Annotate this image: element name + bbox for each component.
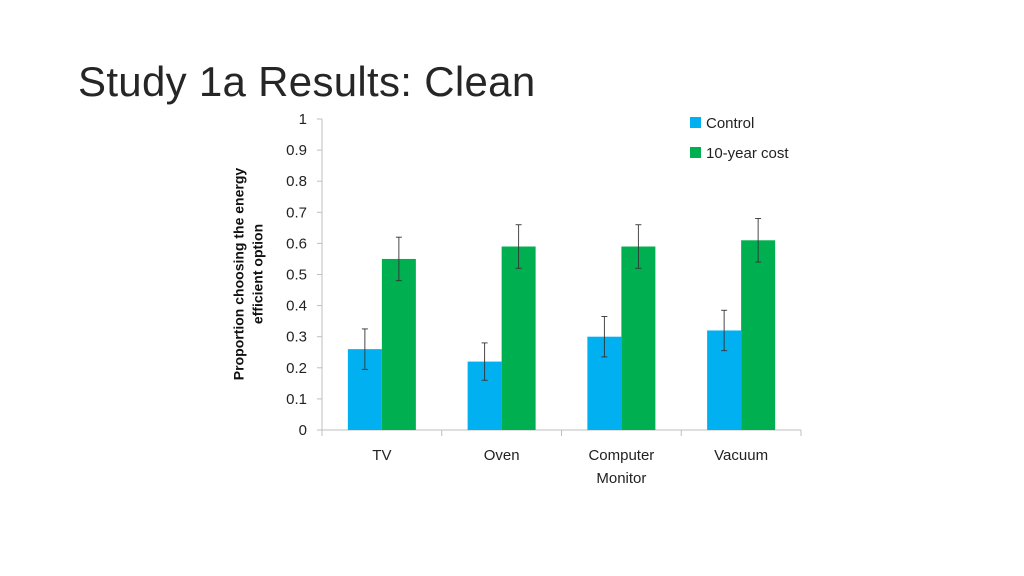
- bar-10-year-cost: [621, 246, 656, 430]
- y-tick-label: 1: [299, 111, 307, 128]
- legend-label: Control: [706, 115, 754, 132]
- y-axis-label: efficient option: [250, 224, 266, 324]
- y-axis-label: Proportion choosing the energy: [231, 168, 247, 381]
- bar-10-year-cost: [501, 246, 536, 430]
- y-tick-label: 0: [299, 422, 307, 439]
- y-tick-label: 0.5: [286, 267, 307, 284]
- y-tick-label: 0.4: [286, 298, 307, 315]
- page-title: Study 1a Results: Clean: [78, 58, 536, 105]
- y-tick-label: 0.2: [286, 360, 307, 377]
- y-tick-label: 0.9: [286, 142, 307, 159]
- x-tick-label: Vacuum: [714, 447, 768, 464]
- legend-label: 10-year cost: [706, 145, 789, 162]
- legend-swatch: [690, 117, 701, 128]
- y-tick-label: 0.1: [286, 391, 307, 408]
- x-tick-label: Oven: [484, 447, 520, 464]
- y-tick-label: 0.8: [286, 173, 307, 190]
- x-tick-label: TV: [372, 447, 391, 464]
- y-tick-label: 0.7: [286, 204, 307, 221]
- x-tick-label: Computer: [588, 447, 654, 464]
- y-tick-label: 0.6: [286, 235, 307, 252]
- y-tick-label: 0.3: [286, 329, 307, 346]
- x-tick-label: Monitor: [596, 470, 646, 487]
- bar-10-year-cost: [381, 258, 416, 430]
- bar-10-year-cost: [741, 240, 776, 430]
- legend-swatch: [690, 147, 701, 158]
